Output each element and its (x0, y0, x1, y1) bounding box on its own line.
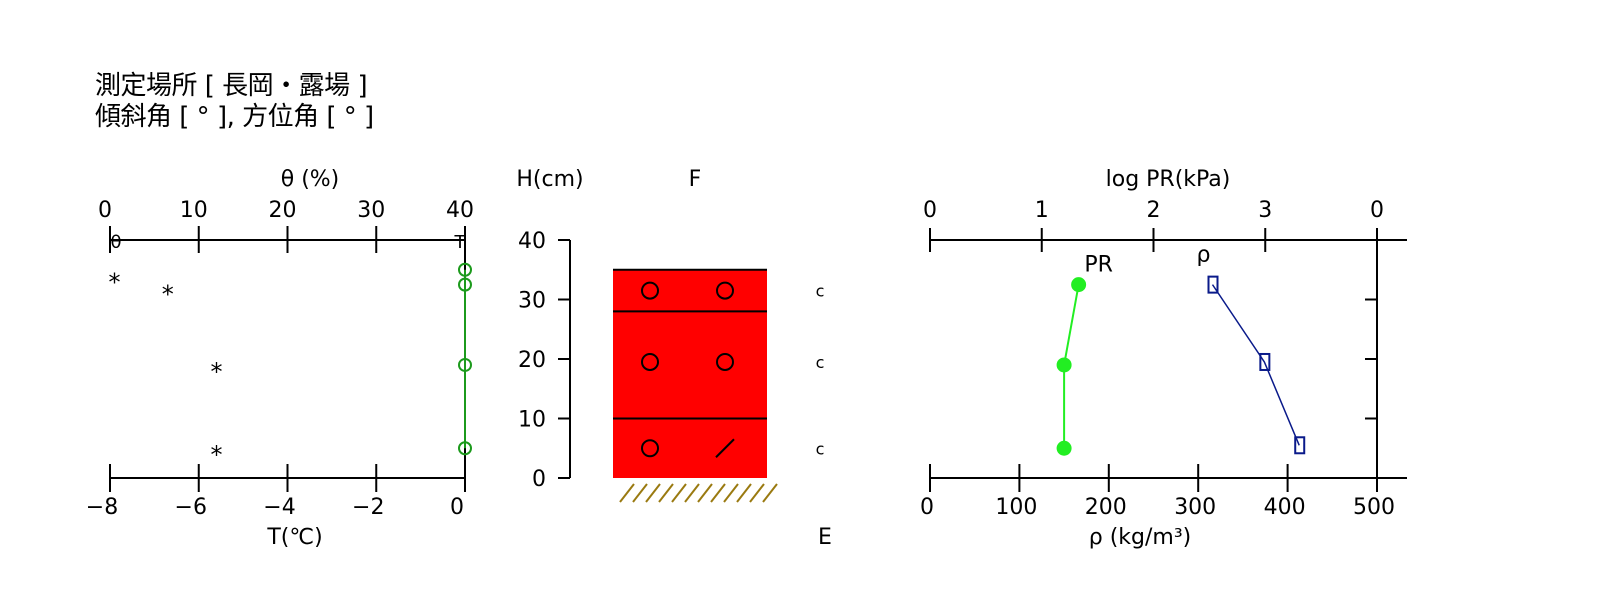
pr-tick-label: 0 (1370, 198, 1384, 223)
temperature-marker-label: T (454, 232, 467, 253)
ground-hatch-line (671, 483, 687, 503)
temperature-point (458, 357, 472, 372)
temperature-point (458, 441, 472, 456)
ground-hatch-line (658, 483, 674, 503)
pr-tick-label: 1 (1035, 198, 1049, 223)
density-tick-label: 300 (1174, 495, 1216, 520)
pr-tick-label: 3 (1258, 198, 1272, 223)
pr-series-label: PR (1084, 253, 1113, 278)
temperature-point (458, 262, 472, 277)
theta-point: * (211, 441, 223, 469)
theta-marker-label: θ (110, 232, 121, 253)
theta-point: * (108, 269, 120, 297)
pr-axis-label: log PR(kPa) (1106, 167, 1231, 192)
grain-round-icon (641, 352, 659, 371)
theta-tick-label: 10 (180, 198, 208, 223)
height-tick-label: 30 (518, 289, 546, 314)
ground-hatch-line (632, 483, 648, 503)
pr-point (1056, 357, 1072, 373)
grain-shape-label: F (689, 167, 702, 192)
density-tick-label: 500 (1353, 495, 1395, 520)
angle-title: 傾斜角 [ ° ], 方位角 [ ° ] (95, 102, 374, 132)
ground-hatch-line (710, 483, 726, 503)
height-tick-label: 20 (518, 348, 546, 373)
snow-profile-panel: H(cm) F E 0 10 20 30 40 c c c (516, 167, 832, 550)
density-axis-label: ρ (kg/m³) (1089, 525, 1192, 550)
rho-series-label: ρ (1197, 243, 1211, 268)
pr-point (1071, 277, 1087, 293)
ground-hatch-line (762, 483, 778, 503)
grain-round-icon (716, 281, 734, 300)
theta-axis-label: θ (%) (281, 167, 340, 192)
grain-slash-icon (715, 438, 735, 458)
ground-hatch-line (645, 483, 661, 503)
theta-tick-label: 20 (269, 198, 297, 223)
hardness-label: c (816, 282, 825, 301)
temperature-tick-label: 0 (450, 495, 464, 520)
hardness-label: c (816, 439, 825, 458)
ground-hatch-line (723, 483, 739, 503)
rho-point (1294, 436, 1306, 455)
height-tick-label: 40 (518, 229, 546, 254)
pr-tick-label: 0 (923, 198, 937, 223)
rho-point (1259, 352, 1271, 371)
theta-tick-label: 40 (446, 198, 474, 223)
rho-point (1207, 275, 1219, 294)
hardness-label: c (816, 353, 825, 372)
rho-line (1211, 284, 1300, 446)
temperature-tick-label: −4 (263, 495, 295, 520)
grain-round-icon (641, 281, 659, 300)
grain-round-icon (716, 352, 734, 371)
ground-hatch-line (619, 483, 635, 503)
density-tick-label: 200 (1085, 495, 1127, 520)
location-title: 測定場所 [ 長岡・露場 ] (95, 71, 368, 101)
height-tick-label: 10 (518, 408, 546, 433)
density-tick-label: 400 (1264, 495, 1306, 520)
bottom-label-e: E (818, 525, 832, 550)
temperature-moisture-panel: 0 10 20 30 40 −8 −6 −4 −2 0 θ (%) T(℃) θ T * * * * (86, 167, 474, 550)
theta-point: * (211, 358, 223, 386)
theta-tick-label: 0 (98, 198, 112, 223)
ground-hatch-line (684, 483, 700, 503)
pr-point (1056, 440, 1072, 456)
ground-hatch-line (736, 483, 752, 503)
grain-round-icon (641, 439, 659, 458)
density-tick-label: 0 (920, 495, 934, 520)
temperature-point (458, 277, 472, 292)
temperature-axis-label: T(℃) (266, 525, 322, 550)
theta-tick-label: 30 (357, 198, 385, 223)
hardness-density-panel: 0 1 2 3 0 0 100 200 300 400 500 log PR(kPa) ρ (kg… (920, 167, 1407, 550)
theta-point: * (162, 281, 174, 309)
density-tick-label: 100 (995, 495, 1037, 520)
temperature-tick-label: −2 (352, 495, 384, 520)
snow-layer-block (613, 269, 767, 478)
pr-tick-label: 2 (1147, 198, 1161, 223)
height-axis-label: H(cm) (516, 167, 583, 192)
temperature-tick-label: −8 (86, 495, 118, 520)
height-tick-label: 0 (532, 467, 546, 492)
ground-hatch-line (697, 483, 713, 503)
ground-hatch-line (749, 483, 765, 503)
temperature-tick-label: −6 (175, 495, 207, 520)
